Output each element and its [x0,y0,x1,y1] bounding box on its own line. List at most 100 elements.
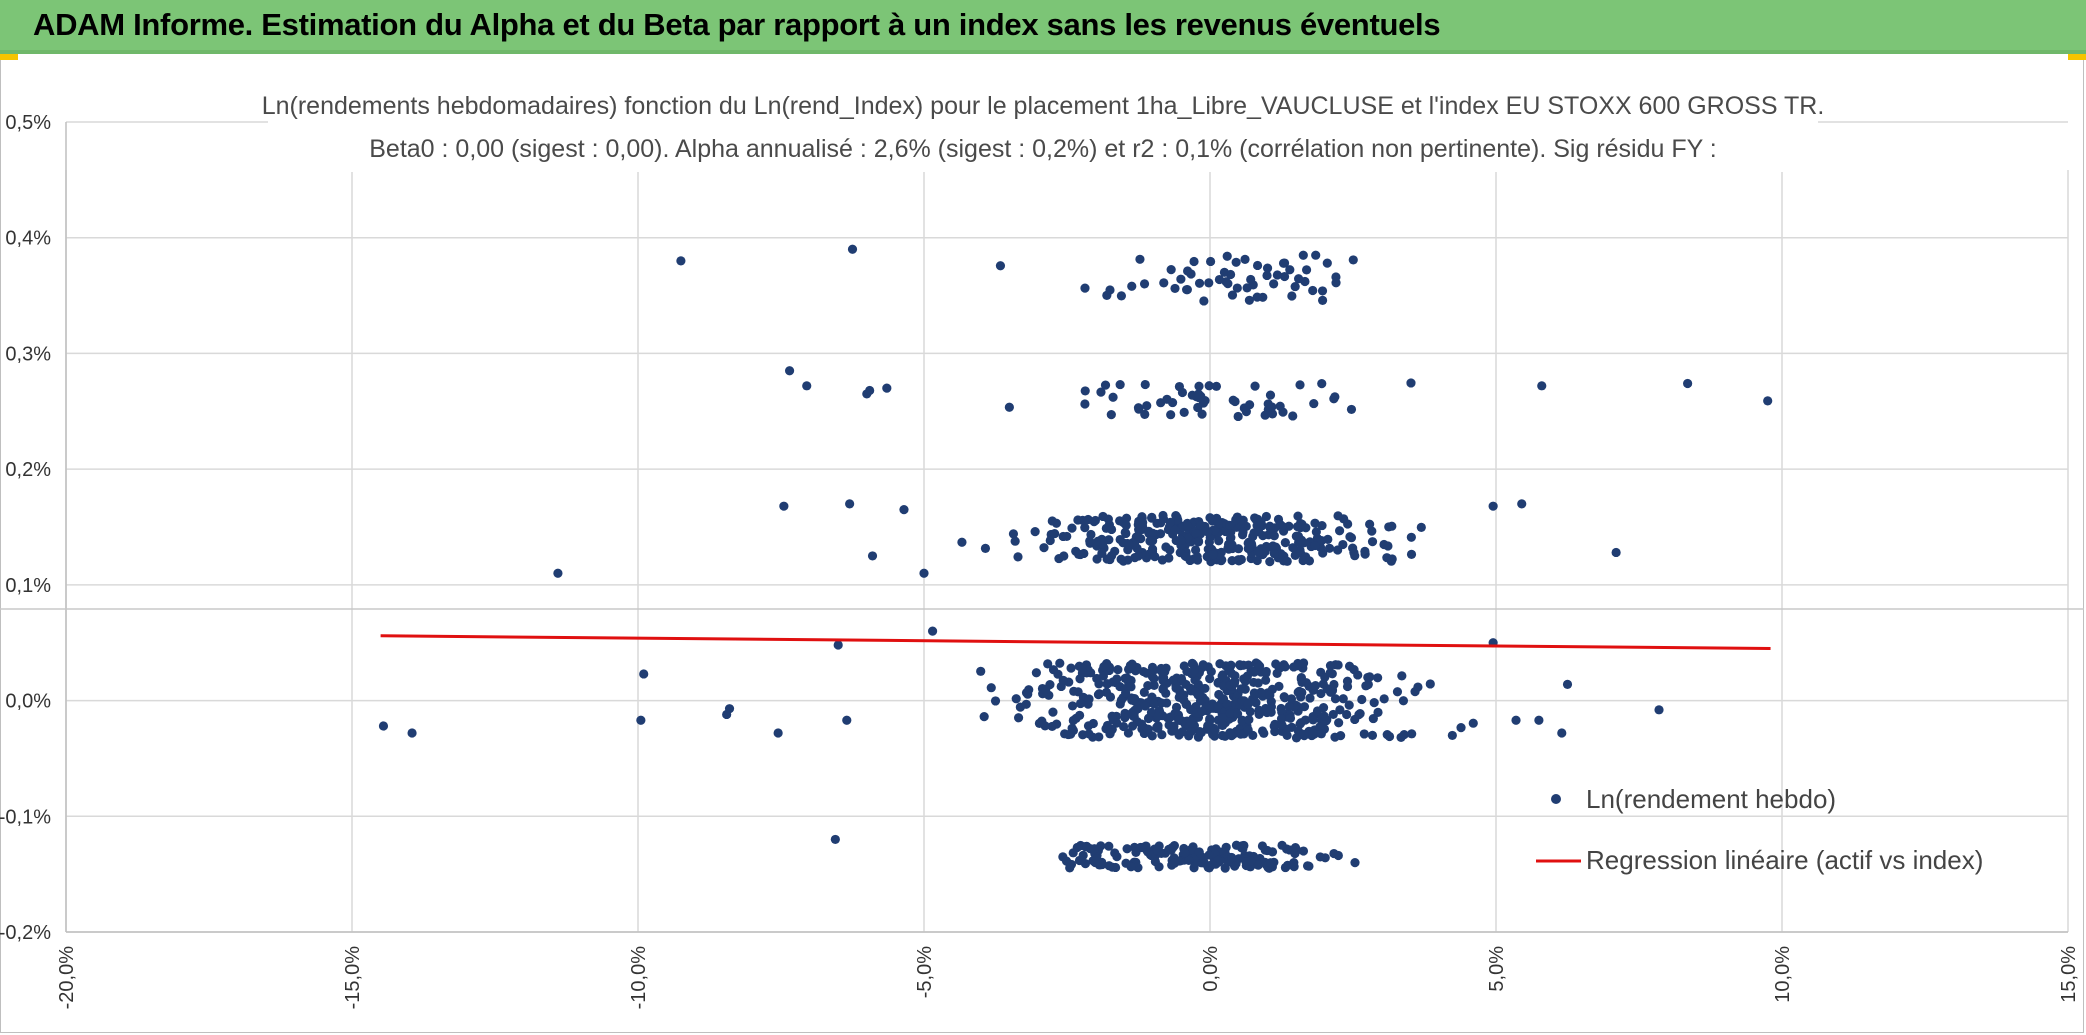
data-point-925 [1294,686,1304,697]
data-point-11 [802,381,812,391]
data-point-1123 [1289,862,1299,872]
data-point-975 [1200,683,1210,694]
data-point-899 [1105,728,1115,738]
data-point-983 [1069,686,1079,696]
data-point-40 [1170,283,1180,294]
data-point-760 [1310,681,1321,691]
data-point-75 [1219,267,1230,277]
data-point-429 [1367,526,1377,536]
data-point-284 [1051,518,1062,528]
data-point-62 [1272,270,1282,280]
data-point-216 [1416,522,1426,532]
legend-marker-points [1551,794,1561,804]
data-point-782 [1149,665,1159,675]
data-point-973 [1264,704,1275,714]
data-point-939 [1196,728,1206,738]
data-point-437 [1008,529,1019,539]
x-tick-label-1: -15,0% [342,946,364,1010]
data-point-812 [986,683,996,693]
data-point-817 [1296,674,1306,684]
data-point-883 [1235,660,1245,670]
data-point-896 [1088,718,1098,729]
data-point-382 [1338,539,1348,550]
data-point-840 [1218,720,1228,730]
data-point-888 [1171,683,1181,693]
data-point-423 [1165,517,1175,527]
data-point-874 [1325,668,1335,678]
data-point-117 [1267,409,1278,419]
data-point-1138 [1126,862,1136,872]
data-point-84 [1331,272,1341,282]
data-point-449 [1121,520,1131,530]
data-point-283 [1062,531,1072,542]
data-point-581 [1330,694,1341,704]
data-point-20 [882,383,892,393]
data-point-452 [1050,528,1060,539]
data-point-1154 [1290,843,1301,853]
chart-title-line-2: Beta0 : 0,00 (sigest : 0,00). Alpha annu… [369,135,1717,163]
data-point-1150 [1152,845,1162,856]
data-point-1128 [1198,853,1209,863]
data-point-380 [1085,536,1095,546]
y-tick-label-5: 0,0% [5,691,51,713]
data-point-53 [1204,278,1214,288]
data-point-1145 [1167,860,1177,870]
data-point-1089 [1267,847,1278,857]
data-point-1059 [1221,842,1231,852]
data-point-52 [1240,254,1250,265]
data-point-325 [1365,519,1375,529]
data-point-126 [1080,386,1090,396]
data-point-968 [1126,661,1136,671]
title-background [268,84,1818,172]
data-point-863 [1254,661,1265,671]
data-point-83 [1182,266,1193,276]
data-point-430 [1225,520,1235,530]
data-point-3 [636,715,646,725]
data-point-115 [1140,379,1150,390]
x-tick-label-0: -20,0% [56,946,78,1010]
data-point-1144 [1078,850,1088,860]
data-point-35 [1534,715,1544,725]
data-point-858 [979,712,989,722]
data-point-426 [1144,526,1154,536]
data-point-793 [1265,690,1275,700]
data-point-68 [995,261,1006,271]
data-point-861 [1034,718,1045,728]
data-point-461 [1098,511,1108,522]
data-point-24 [1488,501,1498,511]
data-point-871 [1456,723,1466,733]
data-point-86 [1252,260,1263,271]
data-point-414 [1225,533,1236,544]
data-point-94 [1308,285,1318,296]
data-point-280 [1310,518,1320,528]
data-point-29 [1611,547,1621,558]
data-point-44 [1279,271,1290,282]
data-point-898 [1342,709,1352,720]
data-point-936 [1316,729,1326,739]
data-point-928 [1129,693,1140,704]
data-point-360 [1276,549,1286,559]
x-tick-label-5: 5,0% [1486,946,1508,992]
data-point-128 [1096,387,1106,397]
data-point-330 [980,543,991,554]
data-point-842 [1179,661,1189,671]
data-point-67 [1194,278,1205,288]
data-point-417 [1360,546,1370,556]
data-point-451 [1158,510,1168,521]
data-point-472 [1398,696,1409,706]
data-point-73 [1285,265,1295,275]
data-point-945 [1123,728,1134,738]
data-point-377 [1233,544,1244,554]
data-point-726 [1397,671,1407,681]
data-point-98 [1142,401,1152,411]
x-tick-label-6: 10,0% [1772,946,1794,1003]
data-point-867 [1213,702,1223,712]
data-point-902 [1217,712,1228,723]
data-point-594 [1334,718,1344,728]
data-point-982 [1308,728,1318,738]
data-point-13 [833,640,843,650]
data-point-468 [1138,517,1148,528]
data-point-841 [1058,675,1068,685]
y-tick-label-7: -0,2% [0,922,51,944]
data-point-835 [1289,662,1299,672]
